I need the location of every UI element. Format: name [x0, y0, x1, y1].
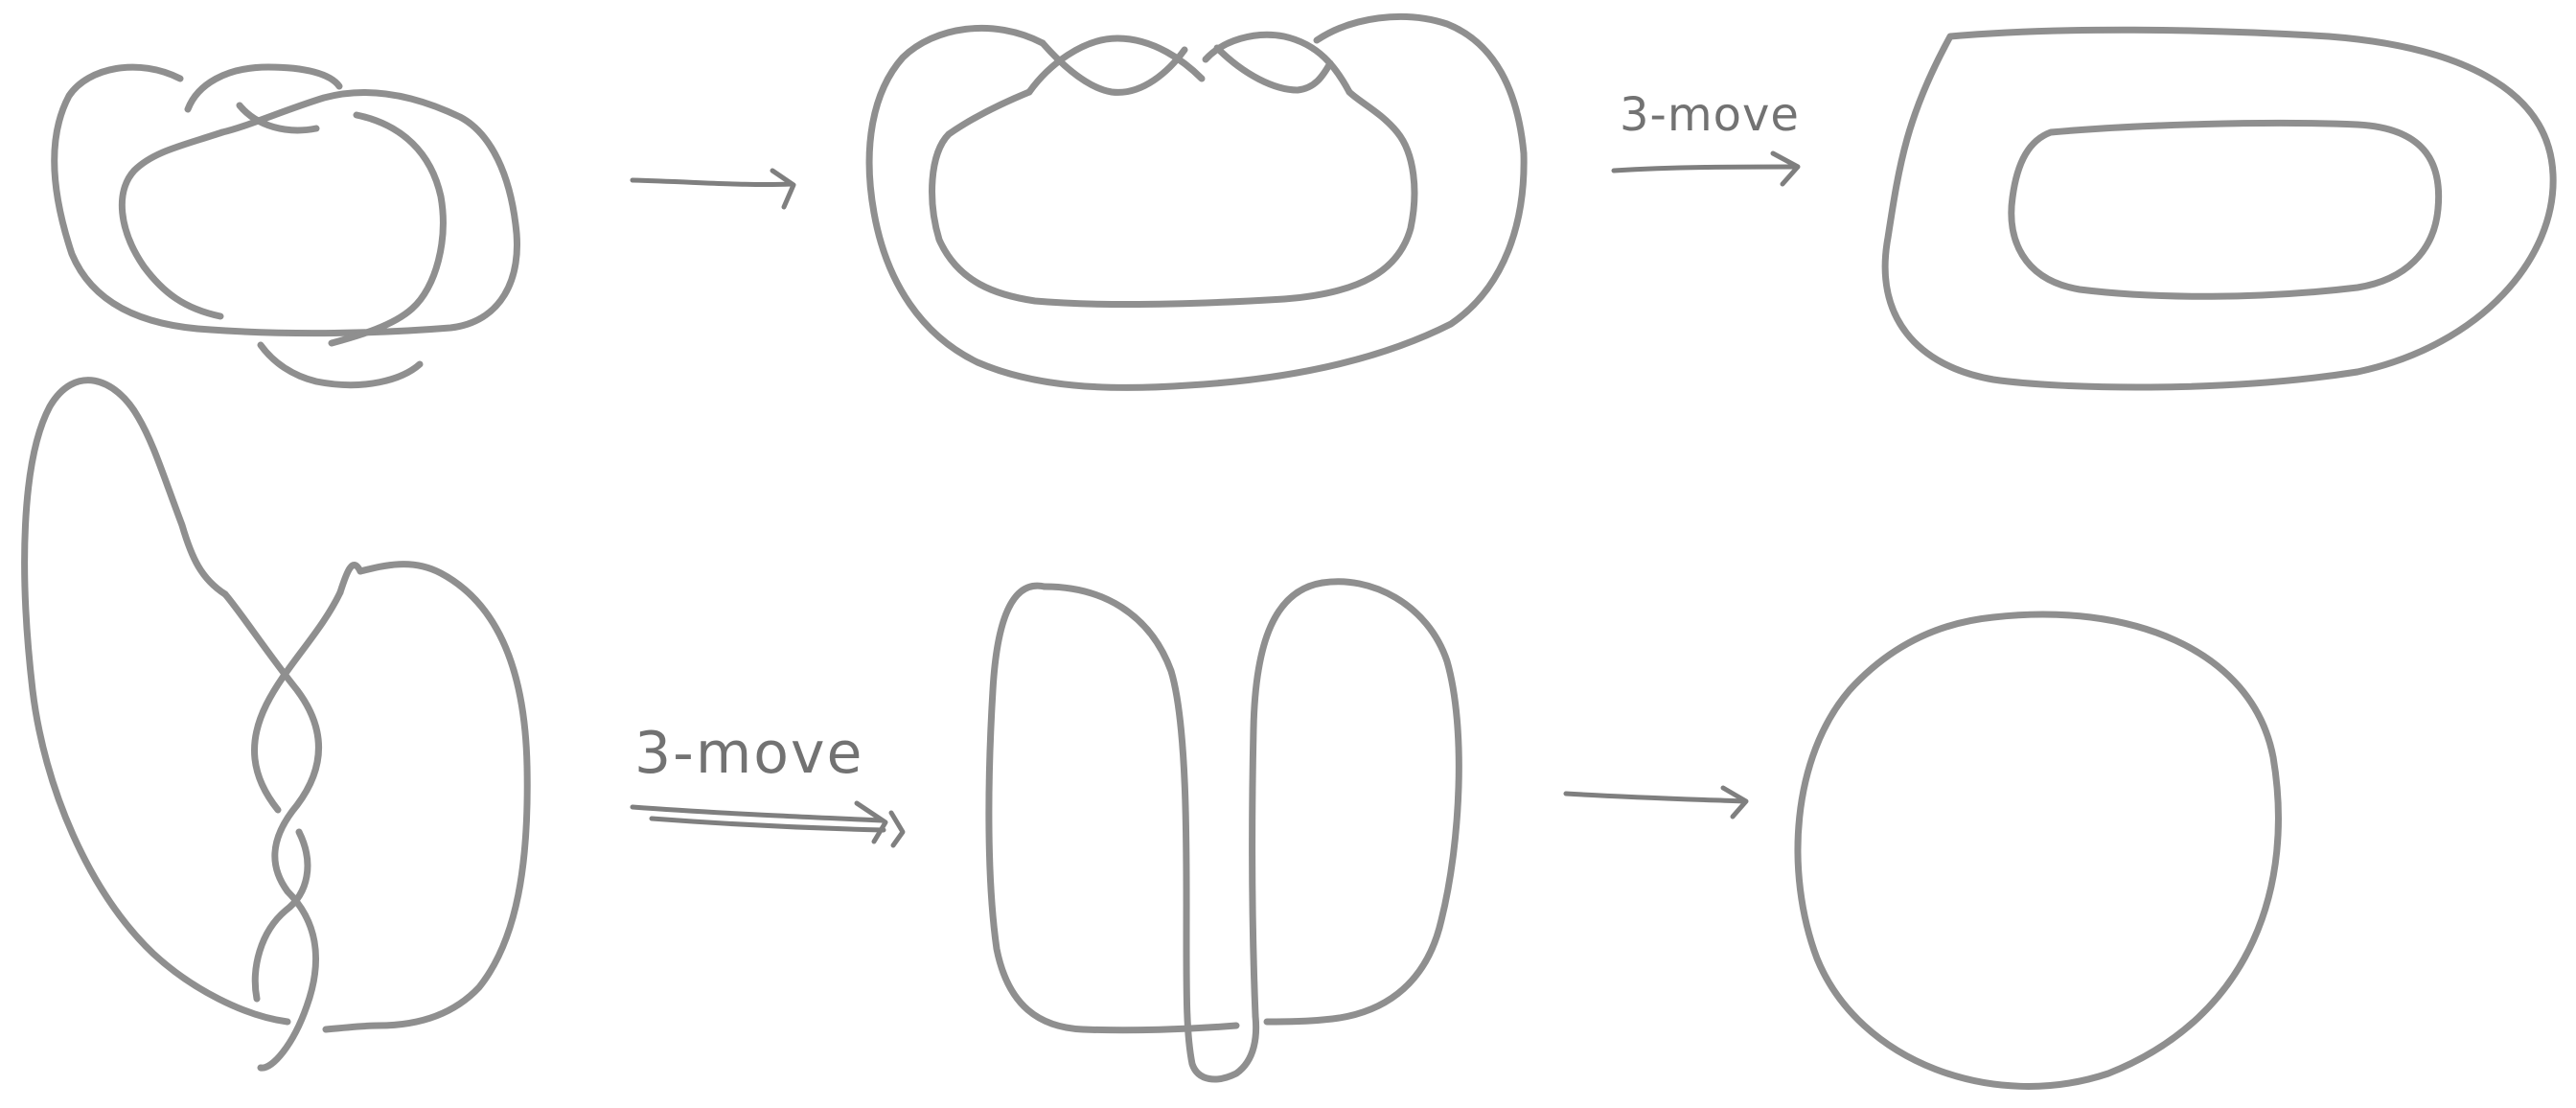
top-left-knot-strand: [184, 63, 343, 113]
top-middle-knot-strand: [865, 12, 1528, 391]
top-right-outer-loop: [1881, 26, 2557, 391]
bottom-middle-right-loop: [1249, 579, 1326, 1020]
top-left-knot-strand: [51, 63, 520, 337]
bottom-left-knot-strand: [21, 377, 291, 1026]
top-left-knot-strand: [257, 341, 424, 389]
bottom-left-knot-strand: [221, 590, 322, 1072]
top-left-knot: [51, 63, 520, 389]
top-middle-knot: [865, 12, 1528, 391]
arrow-top-2: [1611, 150, 1801, 187]
top-right-unlink: [1881, 26, 2557, 391]
arrow-bottom-1: [630, 800, 906, 848]
top-left-knot-strand: [118, 128, 226, 320]
bottom-middle-two-loops: [985, 578, 1462, 1083]
bottom-middle-right-loop: [1263, 578, 1462, 1026]
top-middle-knot-strand: [1213, 44, 1334, 94]
top-left-knot-strand: [328, 111, 447, 347]
top-middle-knot-strand: [929, 88, 1418, 309]
top-middle-knot-strand: [1202, 31, 1353, 96]
bottom-left-knot: [21, 377, 531, 1072]
bottom-right-unknot: [1794, 611, 2282, 1090]
bottom-right-circle: [1794, 611, 2282, 1090]
arrow-top-1: [630, 168, 796, 210]
bottom-left-knot-strand: [251, 589, 344, 814]
top-middle-knot-strand: [1025, 35, 1206, 96]
arrow-label-top-3-move: 3-move: [1620, 88, 1800, 142]
bottom-left-knot-strand: [322, 561, 531, 1033]
arrow-label-bottom-3-move: 3-move: [634, 720, 864, 787]
bottom-left-knot-strand: [251, 828, 311, 1003]
top-left-knot-strand: [236, 102, 320, 134]
bottom-middle-left-loop: [985, 582, 1240, 1034]
top-right-inner-loop: [2008, 119, 2443, 300]
arrow-bottom-2: [1563, 785, 1749, 819]
top-middle-knot-strand: [1039, 39, 1188, 96]
bottom-left-knot-strand: [336, 562, 364, 596]
bottom-middle-left-loop: [1041, 583, 1260, 1083]
